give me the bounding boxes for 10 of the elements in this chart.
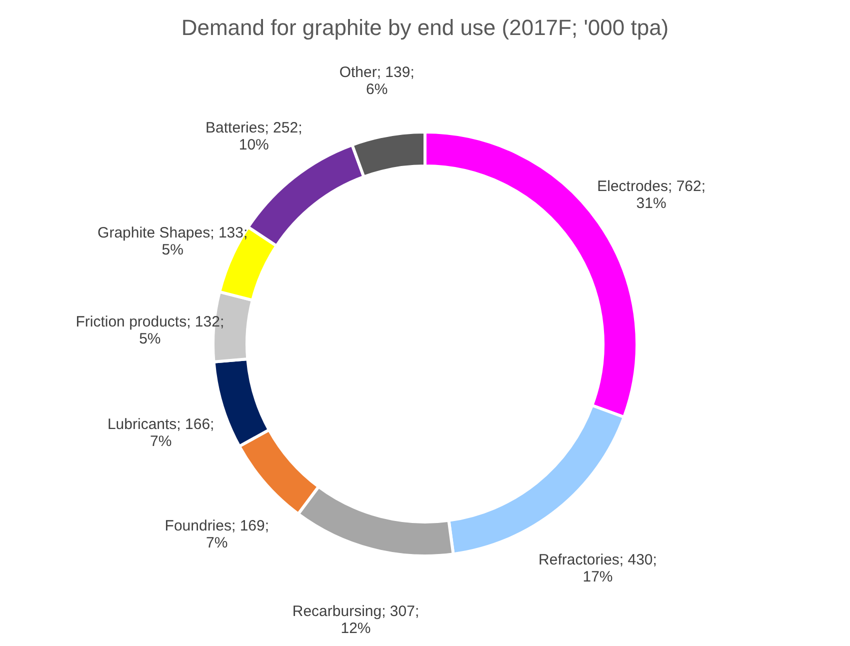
slice-label: Lubricants; 166; 7% [107, 416, 214, 450]
slice-label: Graphite Shapes; 133; 5% [98, 224, 248, 258]
slice-label: Foundries; 169; 7% [164, 517, 270, 552]
slice-label: Friction products; 132; 5% [76, 313, 224, 348]
slice-label: Other; 139; 6% [339, 64, 414, 98]
slice-label: Refractories; 430; 17% [538, 551, 657, 586]
slice-label: Recarbursing; 307; 12% [292, 603, 420, 638]
slice-label: Electrodes; 762; 31% [597, 178, 706, 212]
chart-title: Demand for graphite by end use (2017F; '000 tpa) [181, 15, 669, 40]
slice-label: Batteries; 252; 10% [206, 119, 302, 154]
